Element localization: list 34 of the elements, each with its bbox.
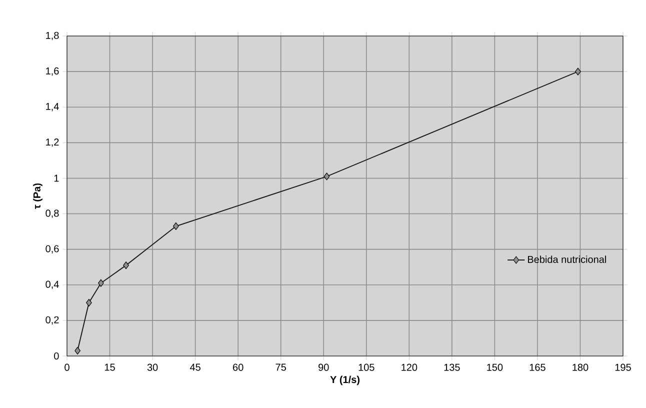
x-tick-label: 150 bbox=[487, 364, 503, 371]
x-axis-title: Y (1/s) bbox=[330, 376, 360, 386]
y-tick-label: 0 bbox=[54, 352, 59, 360]
y-tick-label: 0,8 bbox=[46, 210, 59, 218]
x-tick-label: 0 bbox=[64, 364, 70, 371]
y-axis-title: τ (Pa) bbox=[33, 183, 42, 209]
x-tick-label: 90 bbox=[318, 364, 329, 371]
y-tick-label: 1,4 bbox=[46, 103, 59, 112]
x-tick-label: 120 bbox=[402, 364, 418, 371]
x-tick-label: 105 bbox=[358, 364, 374, 371]
x-tick-label: 30 bbox=[147, 364, 158, 371]
y-tick-label: 0,4 bbox=[46, 280, 59, 290]
x-tick-label: 45 bbox=[190, 364, 200, 371]
point bbox=[575, 68, 581, 76]
point bbox=[123, 262, 129, 270]
point bbox=[74, 346, 80, 354]
y-tick-label: 1,6 bbox=[46, 67, 59, 76]
point bbox=[172, 222, 179, 230]
legend-label: Bebida nutricional bbox=[528, 256, 606, 263]
y-tick-label: 0,6 bbox=[46, 245, 59, 254]
point bbox=[98, 279, 104, 287]
y-tick-label: 1,8 bbox=[46, 32, 59, 40]
y-tick-label: 1 bbox=[54, 174, 59, 182]
x-tick-label: 165 bbox=[530, 364, 546, 371]
x-tick-label: 135 bbox=[444, 364, 460, 371]
y-tick-label: 1,2 bbox=[46, 138, 59, 147]
point bbox=[86, 298, 92, 306]
x-tick-label: 75 bbox=[276, 364, 286, 371]
point bbox=[324, 172, 330, 180]
x-tick-label: 195 bbox=[615, 364, 631, 371]
y-tick-label: 0,2 bbox=[46, 316, 59, 325]
x-tick-label: 15 bbox=[104, 364, 115, 371]
x-tick-label: 60 bbox=[233, 364, 244, 371]
x-tick-label: 180 bbox=[572, 364, 588, 371]
